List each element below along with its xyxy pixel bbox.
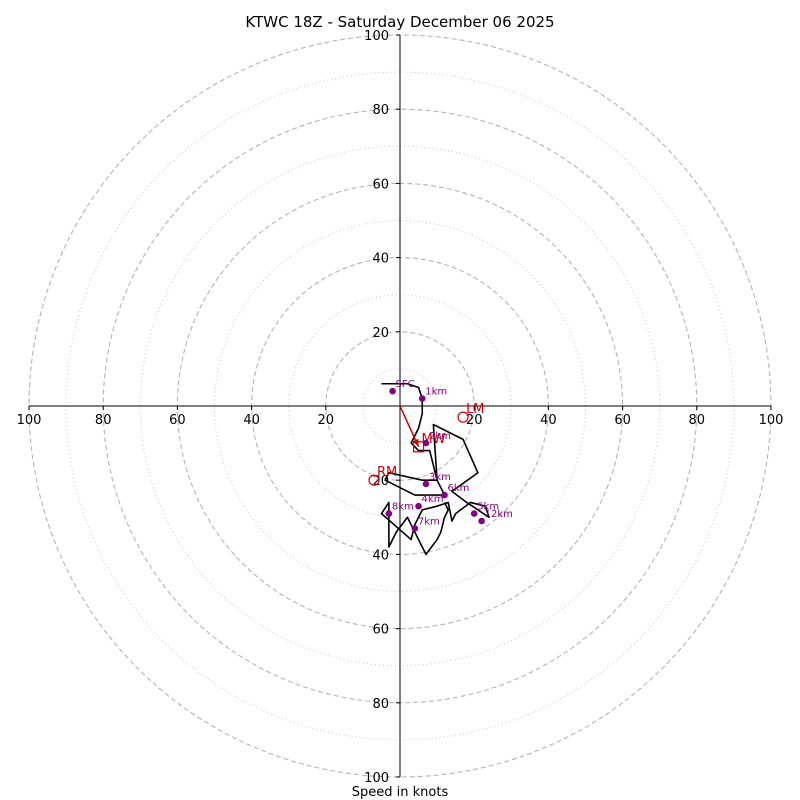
- x-tick-label: 60: [614, 413, 631, 428]
- storm-motion-label: LM: [466, 402, 484, 417]
- mean-wind-shaft: [399, 405, 420, 448]
- height-marker-5km: [470, 510, 478, 517]
- x-tick-label: 20: [318, 413, 335, 428]
- x-tick-label: 80: [95, 413, 112, 428]
- tick-labels: 100 80 60 40 20 20 40 60 80 100 100 80 60 40 20 20 40 60 8…: [17, 29, 784, 786]
- x-axis-label: Speed in knots: [352, 785, 449, 800]
- x-tick-label: 100: [759, 413, 784, 428]
- mean-wind-arrowhead: [412, 438, 419, 447]
- y-tick-label: 20: [372, 474, 389, 489]
- chart-title: KTWC 18Z - Saturday December 06 2025: [245, 13, 554, 31]
- y-tick-label: 40: [372, 548, 389, 563]
- x-tick-label: 40: [243, 413, 260, 428]
- height-markers: SFC 1km 2km 3km 4km 5km 6km 7km 8km 12km: [385, 379, 513, 532]
- height-marker-label: 4km: [422, 494, 444, 505]
- x-tick-label: 80: [689, 413, 706, 428]
- height-marker-3km: [422, 480, 430, 488]
- x-tick-label: 40: [540, 413, 557, 428]
- height-marker-label: 2km: [429, 431, 451, 442]
- height-marker-label: SFC: [396, 379, 415, 390]
- height-marker-2km: [422, 439, 430, 447]
- height-marker-label: 7km: [418, 516, 440, 527]
- y-tick-label: 20: [372, 326, 389, 341]
- height-marker-sfc: [389, 387, 396, 395]
- height-marker-label: 5km: [477, 502, 499, 513]
- y-tick-label: 40: [372, 252, 389, 267]
- height-marker-1km: [418, 395, 426, 402]
- height-marker-label: 8km: [392, 502, 414, 513]
- x-tick-label: 100: [17, 413, 42, 428]
- storm-motion-mw-marker: [412, 441, 425, 453]
- height-marker-6km: [441, 491, 448, 499]
- hodograph-trace: [380, 382, 490, 556]
- height-marker-4km: [415, 502, 422, 510]
- mean-wind-vector: [399, 405, 420, 448]
- height-marker-12km: [478, 517, 485, 525]
- x-tick-label: 60: [169, 413, 186, 428]
- y-tick-label: 100: [364, 771, 389, 786]
- height-marker-label: 1km: [425, 387, 447, 398]
- height-marker-label: 12km: [485, 509, 513, 520]
- storm-motion-label: RM: [377, 465, 397, 480]
- storm-motion-rm-marker: [368, 474, 380, 486]
- height-marker-label: 6km: [448, 483, 470, 494]
- height-marker-label: 3km: [429, 472, 451, 483]
- y-tick-label: 60: [372, 177, 389, 192]
- storm-motion-lm-marker: [457, 411, 469, 423]
- height-marker-8km: [385, 510, 393, 517]
- y-tick-label: 80: [372, 697, 389, 712]
- y-tick-label: 80: [372, 103, 389, 118]
- y-tick-label: 100: [364, 29, 389, 44]
- height-marker-7km: [411, 525, 419, 532]
- x-tick-label: 20: [466, 413, 483, 428]
- y-tick-label: 60: [372, 623, 389, 638]
